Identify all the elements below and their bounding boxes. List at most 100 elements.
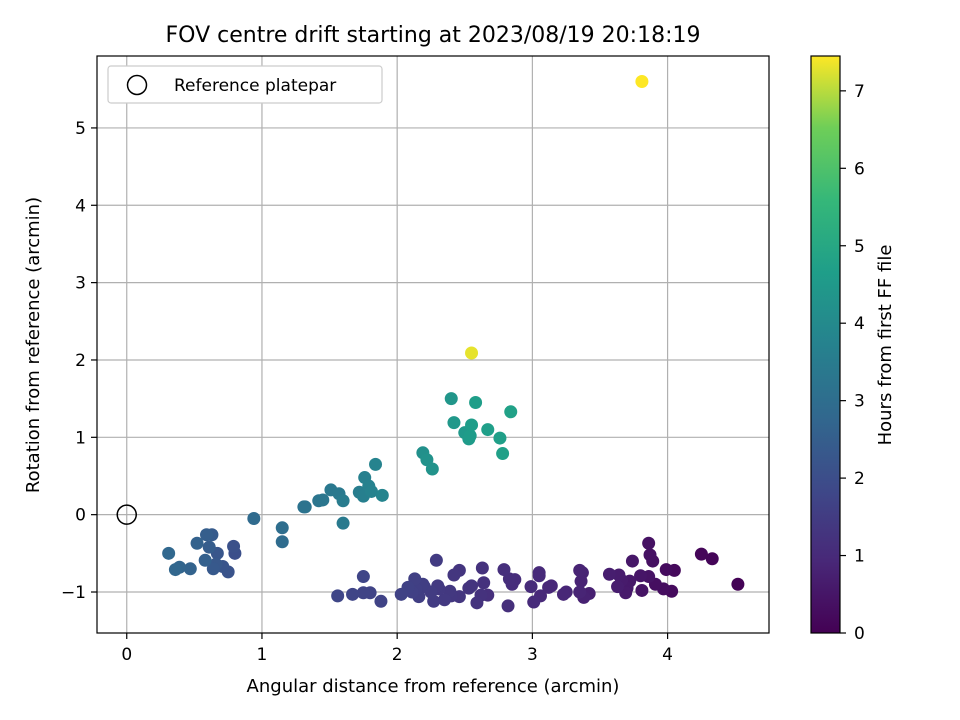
x-tick-label: 3 (527, 645, 538, 665)
chart-title: FOV centre drift starting at 2023/08/19 … (166, 23, 701, 48)
data-point (316, 493, 330, 507)
colorbar-gradient (811, 56, 840, 633)
y-tick-label: 2 (75, 351, 86, 371)
data-point (227, 539, 241, 553)
x-tick-label: 1 (257, 645, 268, 665)
data-point (470, 596, 484, 610)
data-point (394, 587, 408, 601)
data-point (477, 576, 491, 590)
data-point (465, 346, 479, 360)
colorbar-tick-label: 1 (854, 547, 865, 567)
y-axis-ticks: −1 0 1 2 3 4 5 (61, 119, 97, 603)
data-point (331, 589, 345, 603)
data-point (643, 548, 657, 562)
data-point (198, 553, 212, 567)
colorbar-label: Hours from first FF file (875, 245, 896, 446)
data-point (602, 567, 616, 581)
legend-open-circle-marker (126, 74, 148, 96)
data-point (542, 580, 556, 594)
reference-marker-group (116, 504, 137, 525)
y-tick-label: −1 (61, 583, 86, 603)
data-point (497, 563, 511, 577)
x-axis-label: Angular distance from reference (arcmin) (247, 676, 620, 697)
data-point (612, 568, 626, 582)
y-axis-label: Rotation from reference (arcmin) (23, 197, 44, 493)
data-point (611, 580, 625, 594)
colorbar-tick-label: 3 (854, 392, 865, 412)
data-point (369, 457, 383, 471)
data-point (202, 540, 216, 554)
colorbar: 0 1 2 3 4 5 6 7 Hours from first FF file (810, 55, 896, 644)
data-point (573, 563, 587, 577)
data-point (465, 418, 479, 432)
data-point (625, 554, 639, 568)
data-point (275, 521, 289, 535)
y-tick-label: 4 (75, 196, 86, 216)
data-point (504, 405, 518, 419)
data-point (634, 569, 648, 583)
y-tick-label: 0 (75, 506, 86, 526)
data-point (298, 500, 312, 514)
legend-label: Reference platepar (174, 76, 336, 96)
data-point (556, 587, 570, 601)
data-point (635, 75, 649, 89)
colorbar-tick-label: 6 (854, 159, 865, 179)
data-point (475, 561, 489, 575)
colorbar-frame (810, 55, 841, 634)
data-point (501, 599, 515, 613)
data-point (336, 516, 350, 530)
data-point (635, 583, 649, 597)
plot-area-frame (96, 55, 770, 634)
data-point (429, 553, 443, 567)
legend: Reference platepar (107, 65, 383, 104)
x-tick-label: 0 (121, 645, 132, 665)
data-point (356, 586, 370, 600)
data-point (462, 581, 476, 595)
data-point (574, 574, 588, 588)
x-axis-ticks: 0 1 2 3 4 (121, 633, 673, 665)
legend-box (107, 65, 383, 104)
data-point (447, 416, 461, 430)
reference-platepar-marker (116, 504, 137, 525)
colorbar-ticks: 0 1 2 3 4 5 6 7 (840, 82, 865, 644)
data-point (200, 528, 214, 542)
data-point (527, 595, 541, 609)
data-point (469, 396, 483, 410)
data-point (694, 547, 708, 561)
data-point (346, 587, 360, 601)
data-point (437, 593, 451, 607)
data-point (206, 562, 220, 576)
y-tick-label: 1 (75, 428, 86, 448)
data-point (532, 569, 546, 583)
data-point (247, 512, 261, 526)
data-points (162, 75, 745, 613)
data-point (659, 563, 673, 577)
data-point (190, 536, 204, 550)
y-tick-label: 3 (75, 274, 86, 294)
data-point (573, 585, 587, 599)
data-point (336, 494, 350, 508)
data-point (356, 570, 370, 584)
data-point (183, 562, 197, 576)
colorbar-tick-label: 7 (854, 82, 865, 102)
data-point (275, 535, 289, 549)
colorbar-tick-label: 5 (854, 237, 865, 257)
data-point (364, 484, 378, 498)
data-point (493, 431, 507, 445)
data-point (168, 563, 182, 577)
data-point (375, 488, 389, 502)
data-point (705, 552, 719, 566)
colorbar-tick-label: 2 (854, 469, 865, 489)
data-point (374, 594, 388, 608)
data-point (162, 546, 176, 560)
colorbar-tick-label: 0 (854, 624, 865, 644)
data-point (524, 580, 538, 594)
data-point (731, 577, 745, 591)
y-tick-label: 5 (75, 119, 86, 139)
data-point (444, 392, 458, 406)
x-tick-label: 2 (392, 645, 403, 665)
data-point (496, 447, 510, 461)
data-point (481, 423, 495, 437)
data-point (642, 536, 656, 550)
colorbar-tick-label: 4 (854, 314, 865, 334)
